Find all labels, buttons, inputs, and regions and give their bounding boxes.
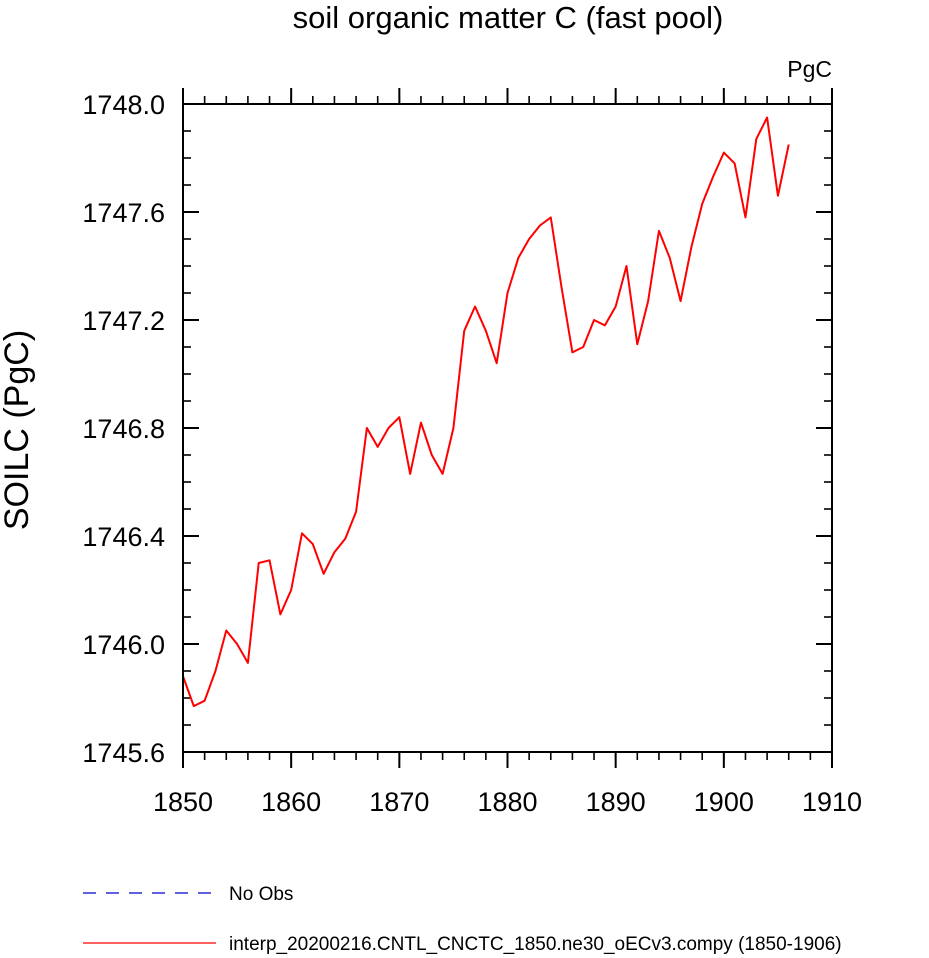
x-tick-labels: 1850 1860 1870 1880 1890 1900 1910 — [153, 787, 862, 817]
x-tick-label: 1890 — [586, 787, 646, 817]
y-tick-labels: 1745.6 1746.0 1746.4 1746.8 1747.2 1747.6 1748… — [82, 90, 165, 768]
x-tick-label: 1860 — [261, 787, 321, 817]
x-tick-label: 1880 — [477, 787, 537, 817]
x-tick-label: 1850 — [153, 787, 213, 817]
y-tick-label: 1748.0 — [82, 90, 165, 120]
series-layer — [182, 116, 790, 708]
y-tick-label: 1746.4 — [82, 522, 165, 552]
plot-frame — [182, 103, 833, 753]
legend-label-no-obs: No Obs — [229, 884, 293, 905]
units-label: PgC — [787, 56, 832, 82]
y-tick-label: 1746.0 — [82, 630, 165, 660]
series-line-0 — [182, 116, 790, 708]
y-tick-label: 1745.6 — [82, 738, 165, 768]
x-tick-label: 1870 — [369, 787, 429, 817]
y-tick-label: 1747.6 — [82, 198, 165, 228]
tick-marks — [182, 88, 833, 768]
chart-title: soil organic matter C (fast pool) — [293, 0, 724, 35]
x-tick-label: 1900 — [694, 787, 754, 817]
y-tick-label: 1747.2 — [82, 306, 165, 336]
x-tick-label: 1910 — [802, 787, 862, 817]
y-axis-label: SOILC (PgC) — [0, 330, 36, 530]
legend-label-model: interp_20200216.CNTL_CNCTC_1850.ne30_oEC… — [229, 934, 842, 955]
y-tick-label: 1746.8 — [82, 414, 165, 444]
